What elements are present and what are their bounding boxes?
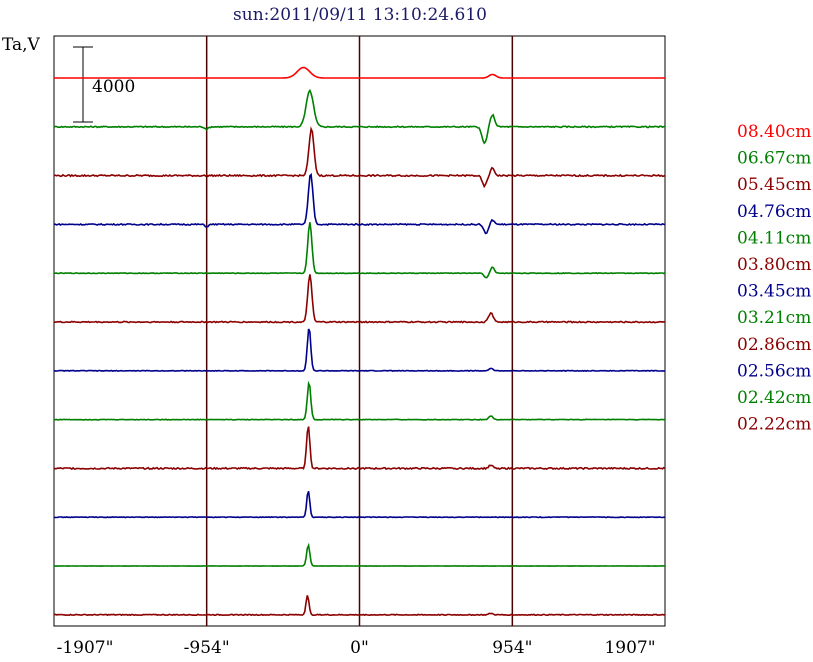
legend-entry: 04.11cm (737, 228, 811, 248)
x-tick-label: -954" (184, 638, 230, 658)
legend-entry: 02.86cm (737, 335, 811, 355)
x-tick-label: 1907" (604, 638, 655, 658)
x-tick-label: 954" (492, 638, 532, 658)
legend-entry: 02.22cm (737, 415, 811, 435)
legend-entry: 03.45cm (737, 282, 811, 302)
legend-entry: 03.21cm (737, 308, 811, 328)
series-line-10 (54, 542, 665, 567)
series-lines (53, 66, 666, 617)
vertical-gridlines (205, 36, 514, 626)
series-line-7 (53, 380, 666, 421)
chart-title: sun:2011/09/11 13:10:24.610 (233, 5, 487, 25)
series-line-3 (53, 172, 666, 235)
x-tick-label: 0" (350, 638, 369, 658)
legend-entry: 02.42cm (737, 388, 811, 408)
legend-entry: 08.40cm (737, 122, 811, 142)
x-tick-labels: -1907" -954" 0" 954" 1907" (57, 638, 656, 658)
legend-entry: 04.76cm (737, 202, 811, 222)
legend: 08.40cm 06.67cm 05.45cm 04.76cm 04.11cm 03.80… (737, 122, 811, 435)
scale-bar: 4000 (73, 46, 135, 123)
series-line-9 (53, 490, 666, 519)
legend-entry: 06.67cm (737, 149, 811, 169)
series-line-8 (53, 426, 666, 471)
series-line-2 (53, 126, 666, 189)
series-line-4 (53, 222, 666, 279)
series-line-5 (53, 274, 665, 324)
scale-bar-label: 4000 (92, 77, 135, 97)
y-axis-label: Ta,V (2, 35, 41, 55)
series-line-0 (54, 66, 665, 79)
series-line-1 (53, 88, 666, 145)
x-tick-label: -1907" (57, 638, 114, 658)
legend-entry: 05.45cm (737, 175, 811, 195)
legend-entry: 02.56cm (737, 361, 811, 381)
legend-entry: 03.80cm (737, 255, 811, 275)
series-line-6 (54, 328, 666, 372)
series-line-11 (53, 595, 666, 617)
